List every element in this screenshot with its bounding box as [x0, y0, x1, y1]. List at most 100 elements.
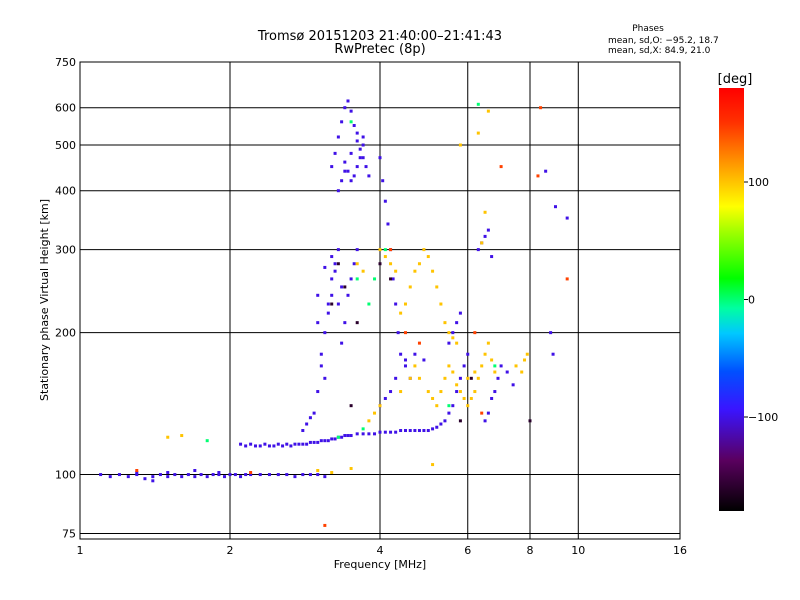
data-point — [413, 352, 417, 356]
data-point — [346, 434, 350, 438]
x-tick-label: 4 — [377, 544, 384, 557]
phase-stats-header: Phases — [632, 24, 664, 34]
data-point — [355, 248, 359, 252]
data-point — [458, 390, 462, 394]
data-point — [330, 277, 334, 281]
data-point — [455, 321, 459, 325]
data-point — [336, 189, 340, 193]
data-point — [343, 169, 347, 173]
data-point — [422, 429, 426, 433]
data-point — [349, 404, 353, 408]
data-point — [403, 429, 407, 433]
data-point — [553, 205, 557, 209]
data-point — [239, 442, 243, 446]
data-point — [361, 156, 365, 160]
data-point — [394, 302, 398, 306]
data-point — [523, 358, 527, 362]
data-point — [249, 442, 253, 446]
data-point — [330, 165, 334, 169]
data-point — [289, 444, 293, 448]
data-point — [525, 352, 529, 356]
data-point — [336, 262, 340, 266]
phase-stats-o: mean, sd,O: −95.2, 18.7 — [608, 36, 719, 46]
data-point — [389, 390, 393, 394]
data-point — [340, 120, 344, 124]
data-point — [476, 248, 480, 252]
data-point — [496, 376, 500, 380]
data-point — [355, 277, 359, 281]
data-point — [326, 439, 330, 443]
data-point — [117, 473, 121, 477]
data-point — [199, 473, 203, 477]
data-point — [483, 419, 487, 423]
data-point — [166, 435, 170, 439]
data-point — [349, 151, 353, 155]
data-point — [326, 311, 330, 315]
data-point — [349, 120, 353, 124]
x-tick-labels: 1 2 4 6 8 10 16 — [77, 544, 688, 557]
y-tick-label: 200 — [55, 327, 76, 340]
data-point — [447, 341, 451, 345]
y-tick-label: 75 — [62, 527, 76, 540]
data-point — [336, 302, 340, 306]
data-point — [394, 376, 398, 380]
data-point — [293, 442, 297, 446]
grid-lines — [80, 62, 680, 539]
data-point — [528, 419, 532, 423]
data-point — [355, 321, 359, 325]
data-point — [417, 262, 421, 266]
data-point — [378, 248, 382, 252]
data-point — [435, 425, 439, 429]
data-point — [355, 262, 359, 266]
data-point — [276, 442, 280, 446]
data-point — [333, 151, 337, 155]
data-point — [361, 143, 365, 147]
data-point — [431, 396, 435, 400]
data-point — [355, 432, 359, 436]
data-point — [451, 336, 455, 340]
data-point — [539, 106, 543, 110]
data-point — [343, 321, 347, 325]
data-point — [126, 475, 130, 479]
data-point — [135, 473, 139, 477]
data-point — [323, 475, 327, 479]
data-point — [486, 109, 490, 113]
data-point — [217, 473, 221, 477]
data-point — [443, 419, 447, 423]
data-point — [355, 165, 359, 169]
data-point — [233, 473, 237, 477]
y-tick-label: 500 — [55, 139, 76, 152]
data-point — [316, 469, 320, 473]
data-point — [373, 411, 377, 415]
data-point — [244, 473, 248, 477]
data-point — [316, 473, 320, 477]
data-point — [316, 293, 320, 297]
data-point — [458, 311, 462, 315]
data-point — [151, 475, 155, 479]
data-point — [349, 434, 353, 438]
data-point — [349, 467, 353, 471]
y-tick-label: 750 — [55, 56, 76, 69]
data-point — [378, 262, 382, 266]
data-point — [439, 422, 443, 426]
colorbar-tick-label: 100 — [748, 176, 769, 189]
data-point — [413, 429, 417, 433]
data-point — [399, 429, 403, 433]
data-point — [476, 131, 480, 135]
data-point — [346, 169, 350, 173]
data-point — [205, 475, 209, 479]
data-point — [361, 269, 365, 273]
data-point — [381, 179, 385, 183]
data-point — [399, 311, 403, 315]
data-point — [396, 331, 400, 335]
data-point — [378, 156, 382, 160]
data-point — [367, 174, 371, 178]
x-tick-label: 8 — [527, 544, 534, 557]
data-point — [473, 370, 477, 374]
data-point — [378, 404, 382, 408]
data-point — [323, 265, 327, 269]
data-point — [499, 364, 503, 368]
data-point — [205, 439, 209, 443]
data-point — [343, 434, 347, 438]
data-point — [426, 390, 430, 394]
